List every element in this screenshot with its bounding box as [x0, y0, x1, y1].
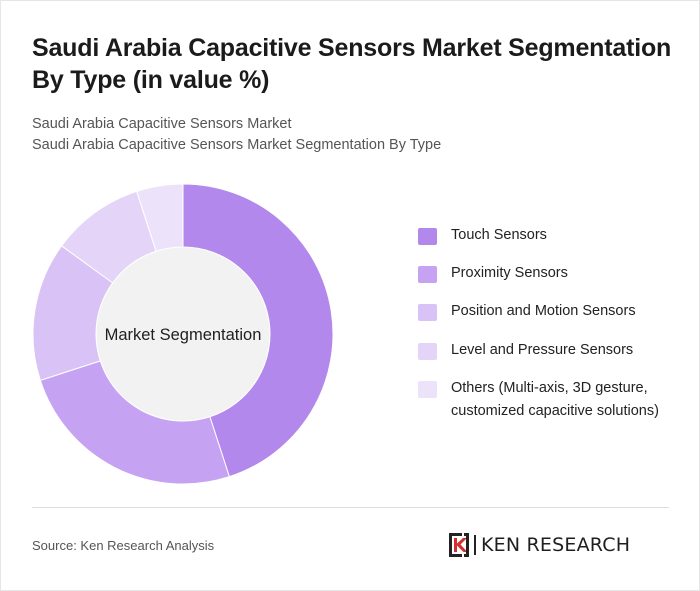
source-note: Source: Ken Research Analysis [32, 538, 215, 553]
ken-research-logo-icon [449, 533, 469, 557]
legend-label: Proximity Sensors [451, 265, 568, 281]
legend-label: Level and Pressure Sensors [451, 342, 634, 358]
legend-swatch [418, 266, 437, 283]
chart-title: Saudi Arabia Capacitive Sensors Market S… [32, 34, 672, 94]
footer-divider [32, 507, 669, 508]
legend-label: Others (Multi-axis, 3D gesture, customiz… [451, 380, 659, 419]
donut-center-label: Market Segmentation [105, 326, 262, 344]
legend-swatch [418, 304, 437, 321]
donut-hole [96, 247, 270, 421]
chart-subtitle-segmentation: Saudi Arabia Capacitive Sensors Market S… [32, 137, 442, 153]
ken-research-logo: KEN RESEARCH [448, 532, 670, 558]
legend-label: Position and Motion Sensors [451, 303, 636, 319]
donut-chart: Market Segmentation [32, 183, 334, 485]
logo-separator [474, 535, 476, 555]
legend-swatch [418, 381, 437, 398]
legend-swatch [418, 343, 437, 360]
donut-slice-5[interactable] [136, 183, 184, 252]
donut-slice-2[interactable] [39, 360, 230, 485]
donut-slice-1[interactable] [182, 183, 334, 478]
chart-subtitle-market: Saudi Arabia Capacitive Sensors Market [32, 116, 292, 132]
legend-swatch [418, 228, 437, 245]
legend-label: Touch Sensors [451, 227, 547, 243]
logo-wordmark: KEN RESEARCH [481, 534, 631, 556]
